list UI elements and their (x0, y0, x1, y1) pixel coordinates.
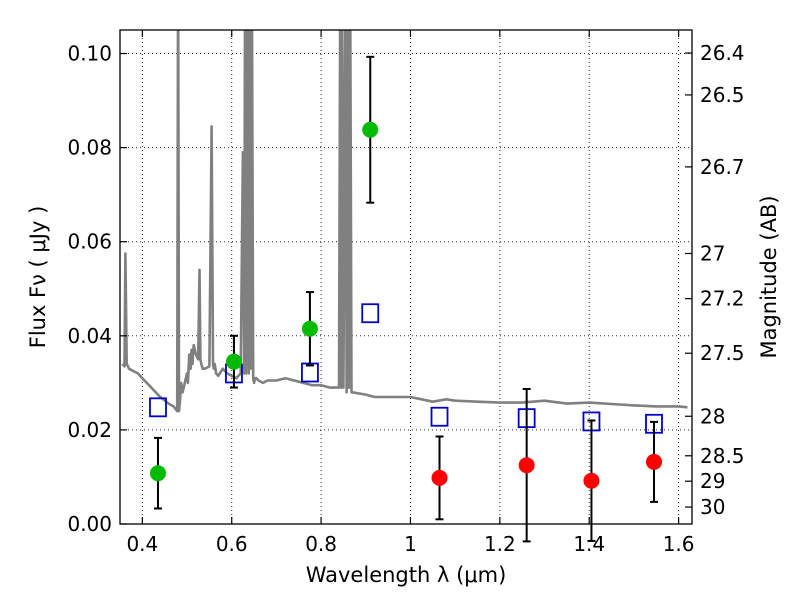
observed-detection-point (362, 121, 379, 138)
model-photometry-square (430, 406, 449, 427)
y-tick-label: 0.06 (67, 230, 112, 254)
axis-ticks: 0.4 0.6 0.8 1 1.2 1.4 1.6 0.00 0.02 0.04 0.06 0.08 0… (67, 30, 745, 556)
plot-background (120, 30, 692, 524)
observed-detection-point (225, 353, 242, 370)
model-photometry-square (149, 397, 167, 418)
y2-tick-label: 28.5 (700, 444, 745, 468)
observed-upper-point (518, 457, 535, 474)
y2-tick-label: 30 (700, 495, 725, 519)
model-spectrum-line (121, 30, 688, 413)
y2-axis-title: Magnitude (AB) (757, 195, 781, 358)
x-tick-label: 0.4 (126, 532, 158, 556)
y2-tick-label: 27.5 (700, 341, 745, 365)
x-tick-label: 1.2 (484, 532, 516, 556)
x-tick-label: 0.8 (305, 532, 337, 556)
y-tick-label: 0.02 (67, 418, 112, 442)
y2-tick-label: 26.4 (700, 41, 745, 65)
x-axis-title: Wavelength λ (μm) (306, 563, 507, 587)
x-tick-label: 1.4 (573, 532, 605, 556)
y2-tick-label: 28 (700, 404, 725, 428)
observed-upper-point (431, 469, 448, 486)
observed-detection-point (149, 465, 166, 482)
observed-detection-point (301, 320, 318, 337)
observed-upper-point (646, 453, 663, 470)
y2-tick-label: 27 (700, 241, 725, 265)
x-tick-label: 0.6 (216, 532, 248, 556)
y2-tick-label: 26.5 (700, 83, 745, 107)
y-axis-title: Flux Fν ( μJy ) (26, 206, 50, 349)
x-tick-label: 1.6 (663, 532, 695, 556)
error-bar-layer (149, 55, 663, 543)
plot-frame (119, 29, 693, 525)
model-photometry-square (361, 303, 380, 324)
y-tick-label: 0.00 (67, 512, 112, 536)
y2-tick-label: 29 (700, 469, 725, 493)
y2-tick-label: 27.2 (700, 287, 745, 311)
y-tick-label: 0.10 (67, 42, 112, 66)
y2-tick-label: 26.7 (700, 155, 745, 179)
y-tick-label: 0.04 (67, 324, 112, 348)
observed-upper-point (583, 472, 600, 489)
x-tick-label: 1 (404, 532, 417, 556)
y-tick-label: 0.08 (67, 136, 112, 160)
